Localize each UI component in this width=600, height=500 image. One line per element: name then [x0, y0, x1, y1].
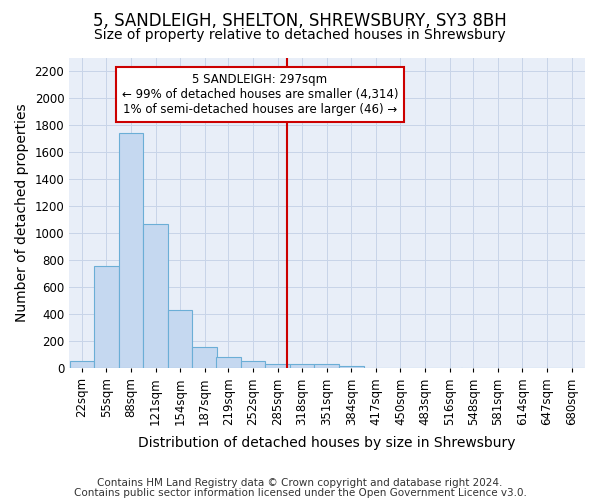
- Bar: [119, 133, 143, 368]
- X-axis label: Distribution of detached houses by size in Shrewsbury: Distribution of detached houses by size …: [139, 436, 516, 450]
- Bar: [143, 224, 168, 368]
- Bar: [216, 358, 241, 368]
- Text: Size of property relative to detached houses in Shrewsbury: Size of property relative to detached ho…: [94, 28, 506, 42]
- Bar: [265, 364, 290, 368]
- Bar: [314, 364, 339, 368]
- Bar: [290, 364, 314, 368]
- Bar: [70, 361, 94, 368]
- Bar: [339, 366, 364, 368]
- Bar: [193, 348, 217, 368]
- Bar: [94, 266, 119, 368]
- Text: Contains public sector information licensed under the Open Government Licence v3: Contains public sector information licen…: [74, 488, 526, 498]
- Text: Contains HM Land Registry data © Crown copyright and database right 2024.: Contains HM Land Registry data © Crown c…: [97, 478, 503, 488]
- Bar: [241, 362, 265, 368]
- Text: 5, SANDLEIGH, SHELTON, SHREWSBURY, SY3 8BH: 5, SANDLEIGH, SHELTON, SHREWSBURY, SY3 8…: [93, 12, 507, 30]
- Text: 5 SANDLEIGH: 297sqm
← 99% of detached houses are smaller (4,314)
1% of semi-deta: 5 SANDLEIGH: 297sqm ← 99% of detached ho…: [122, 73, 398, 116]
- Bar: [168, 310, 193, 368]
- Y-axis label: Number of detached properties: Number of detached properties: [15, 104, 29, 322]
